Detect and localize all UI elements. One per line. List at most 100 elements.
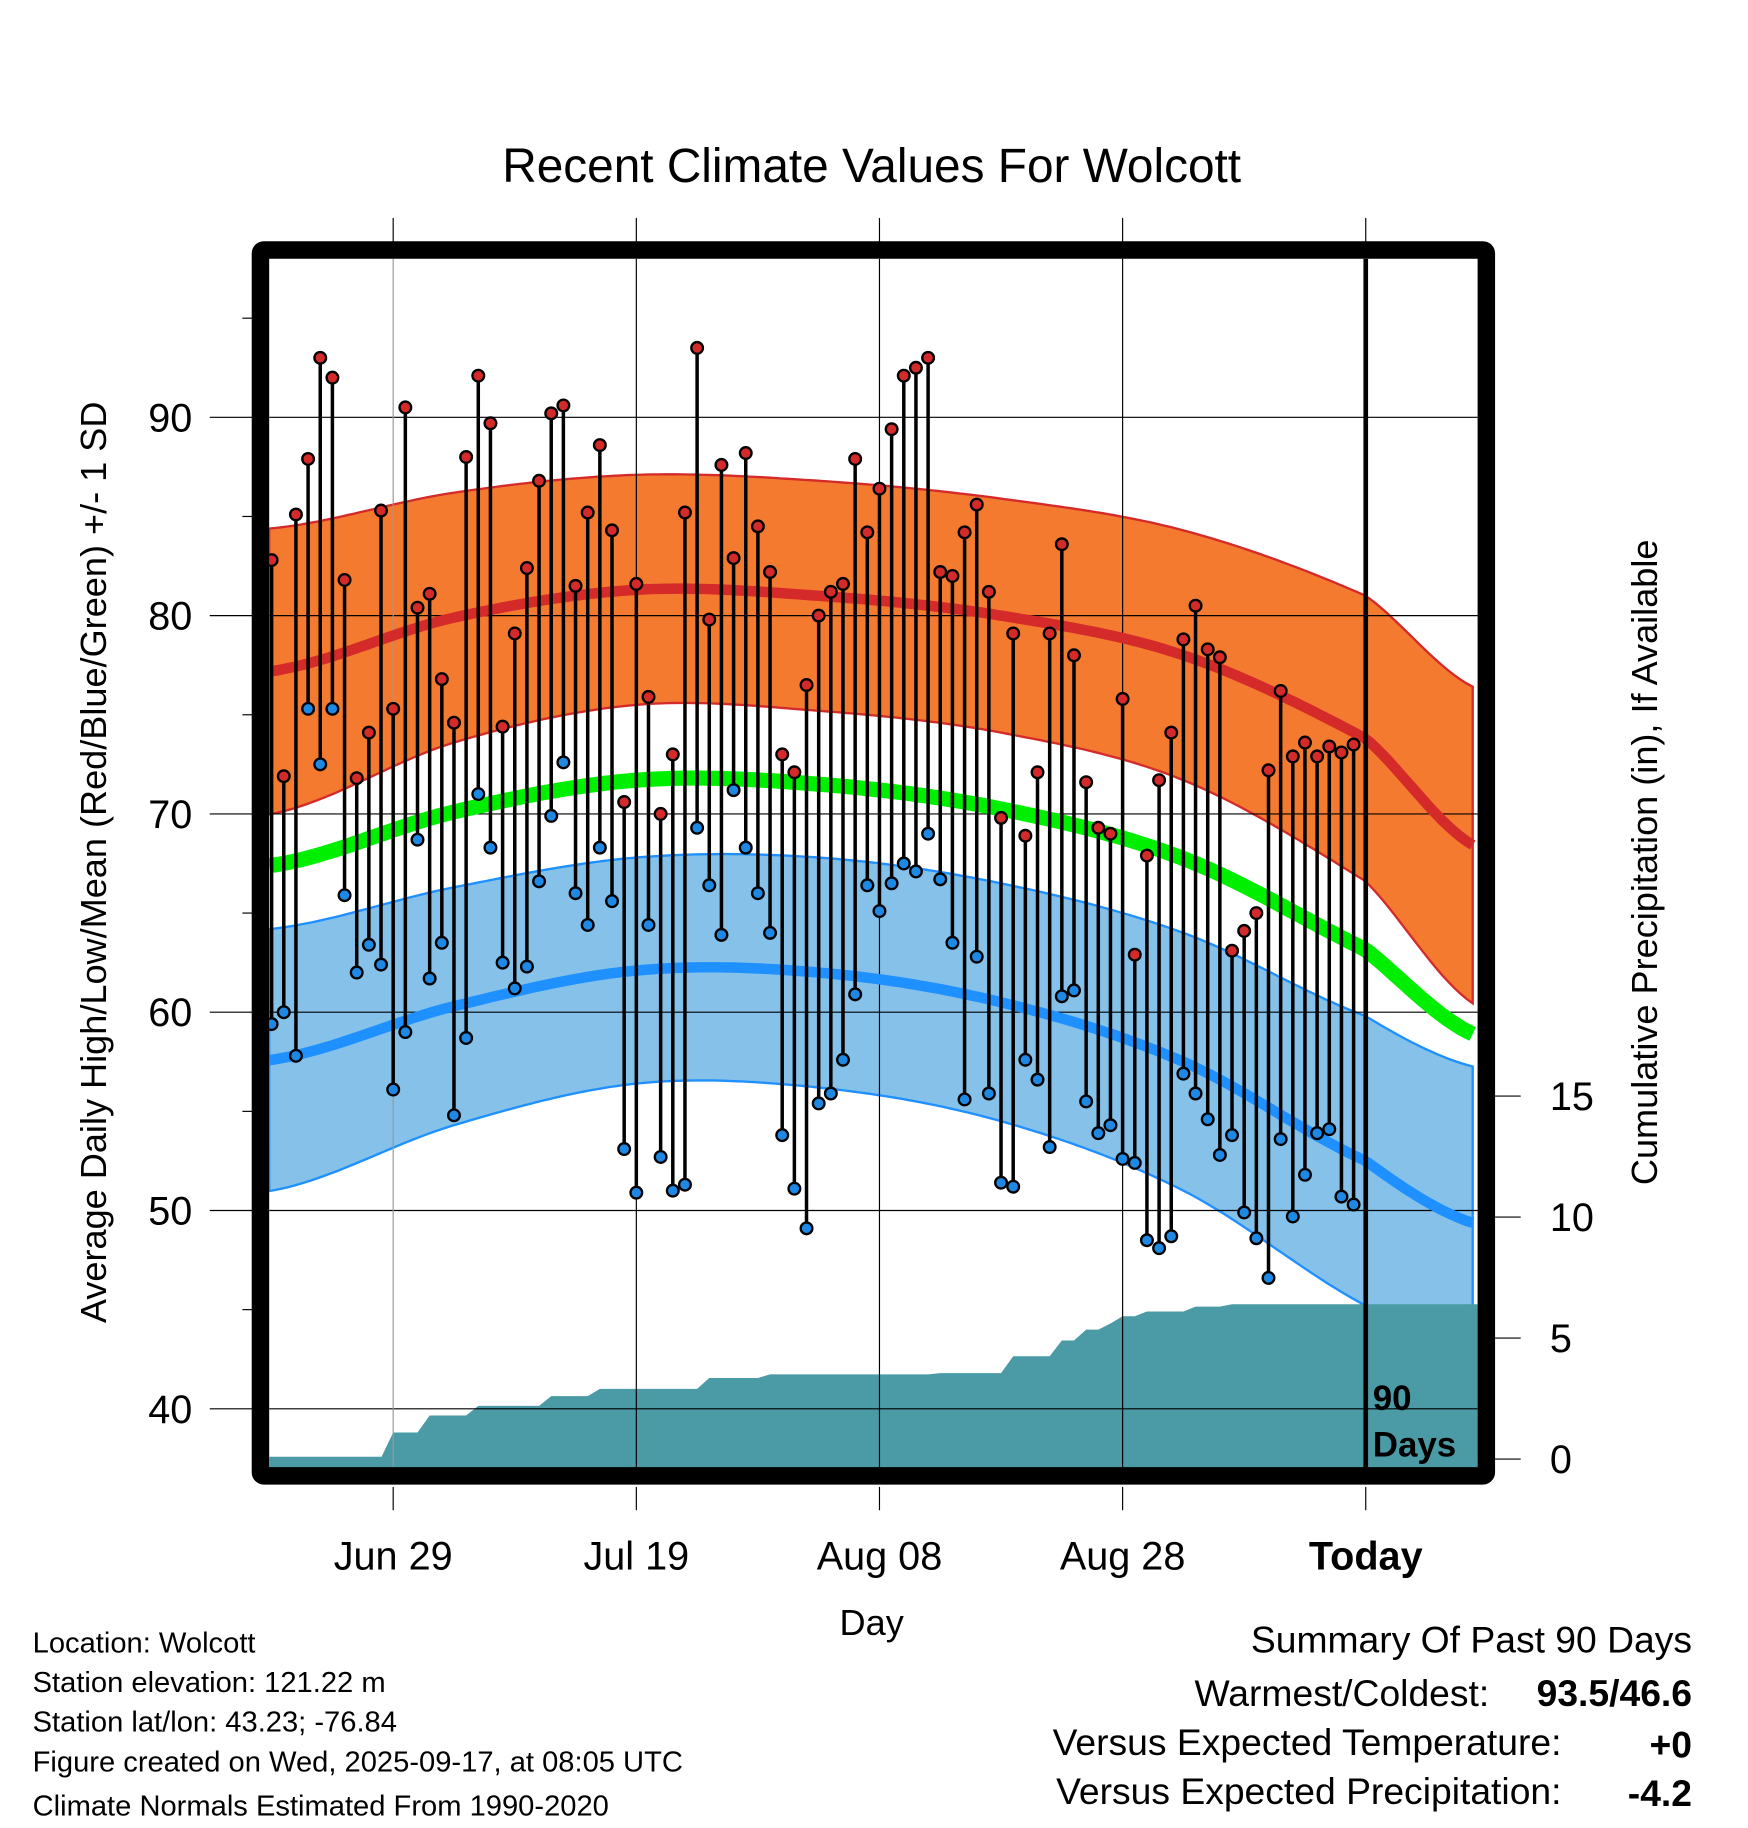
daily-high-point [556,398,571,413]
daily-low-point [1334,1189,1349,1204]
daily-low-point [337,888,352,903]
expected-precip-label: Versus Expected Precipitation: [1056,1770,1561,1812]
daily-high-point [1042,626,1057,641]
daily-low-point [568,886,583,901]
daily-low-point [288,1048,303,1063]
today-label-line1: 90 [1373,1379,1412,1418]
today-label-line2: Days [1373,1426,1457,1465]
daily-low-point [313,757,328,772]
daily-high-point [653,806,668,821]
daily-high-point [860,525,875,540]
daily-high-point [884,422,899,437]
daily-low-point [1079,1094,1094,1109]
daily-high-point [665,747,680,762]
daily-high-point [750,519,765,534]
daily-high-point [1200,642,1215,657]
daily-high-point [1346,737,1361,752]
daily-low-point [1297,1167,1312,1182]
daily-low-point [605,894,620,909]
footer-created: Figure created on Wed, 2025-09-17, at 08… [33,1746,683,1778]
daily-high-point [434,672,449,687]
daily-low-point [410,832,425,847]
daily-high-point [1261,763,1276,778]
daily-low-point [398,1025,413,1040]
daily-high-point [459,449,474,464]
daily-high-point [1273,683,1288,698]
daily-high-point [969,497,984,512]
daily-high-point [641,689,656,704]
y-tick-label: 50 [148,1189,192,1233]
daily-high-point [1176,632,1191,647]
daily-low-point [896,856,911,871]
daily-low-point [799,1221,814,1236]
daily-high-point [738,446,753,461]
daily-low-point [1310,1126,1325,1141]
daily-low-point [945,935,960,950]
daily-high-point [471,368,486,383]
daily-high-point [933,565,948,579]
daily-high-point [507,626,522,641]
daily-high-point [921,350,936,365]
daily-low-point [750,886,765,901]
daily-low-point [775,1128,790,1143]
daily-high-point [288,507,303,522]
daily-low-point [1006,1179,1021,1194]
daily-high-point [1225,943,1240,958]
daily-low-point [434,935,449,950]
daily-low-point [1176,1066,1191,1081]
daily-high-point [690,340,705,355]
daily-low-point [690,820,705,835]
observations [269,340,1361,1285]
daily-low-point [1212,1147,1227,1162]
daily-low-point [556,755,571,770]
daily-low-point [374,957,389,972]
axis-ticks [209,217,1521,1511]
daily-low-point [1139,1233,1154,1248]
daily-high-point [629,576,644,591]
y-tick-label: 40 [148,1388,192,1432]
cumulative-precip-area [271,1304,1478,1469]
y2-axis-label: Cumulative Precipitation (in), If Availa… [1624,540,1665,1186]
daily-low-point [848,987,863,1002]
daily-high-point [775,747,790,762]
daily-low-point [1164,1229,1179,1244]
daily-high-point [702,612,717,627]
daily-high-point [1018,828,1033,843]
daily-low-point [325,701,340,716]
expected-precip-value: -4.2 [1628,1772,1692,1814]
daily-high-point [1152,773,1167,788]
daily-low-point [1152,1241,1167,1256]
daily-high-point [422,586,437,601]
daily-low-point [884,876,899,891]
daily-low-point [1054,989,1069,1004]
daily-low-point [1127,1155,1142,1170]
daily-low-point [1285,1209,1300,1224]
daily-high-point [532,473,547,488]
daily-high-point [544,406,559,421]
daily-low-point [933,872,948,887]
y-axis-label: Average Daily High/Low/Mean (Red/Blue/Gr… [73,402,114,1324]
daily-low-point [1188,1086,1203,1101]
high-mean-line [269,583,1476,850]
daily-high-point [726,551,741,566]
daily-high-point [398,400,413,415]
daily-high-point [1212,650,1227,665]
daily-high-point [580,505,595,520]
daily-low-point [981,1086,996,1101]
daily-high-point [763,565,778,579]
daily-high-point [1054,537,1069,552]
daily-high-point [1091,820,1106,835]
daily-low-point [702,878,717,893]
daily-high-point [361,725,376,740]
daily-high-point [799,678,814,693]
y-tick-label: 80 [148,595,192,639]
daily-high-point [269,553,279,568]
daily-low-point [677,1177,692,1192]
daily-low-point [519,959,534,974]
daily-high-point [410,600,425,615]
x-tick-label: Today [1309,1535,1423,1579]
daily-low-point [811,1096,826,1111]
daily-low-point [592,840,607,855]
daily-low-point [726,783,741,798]
